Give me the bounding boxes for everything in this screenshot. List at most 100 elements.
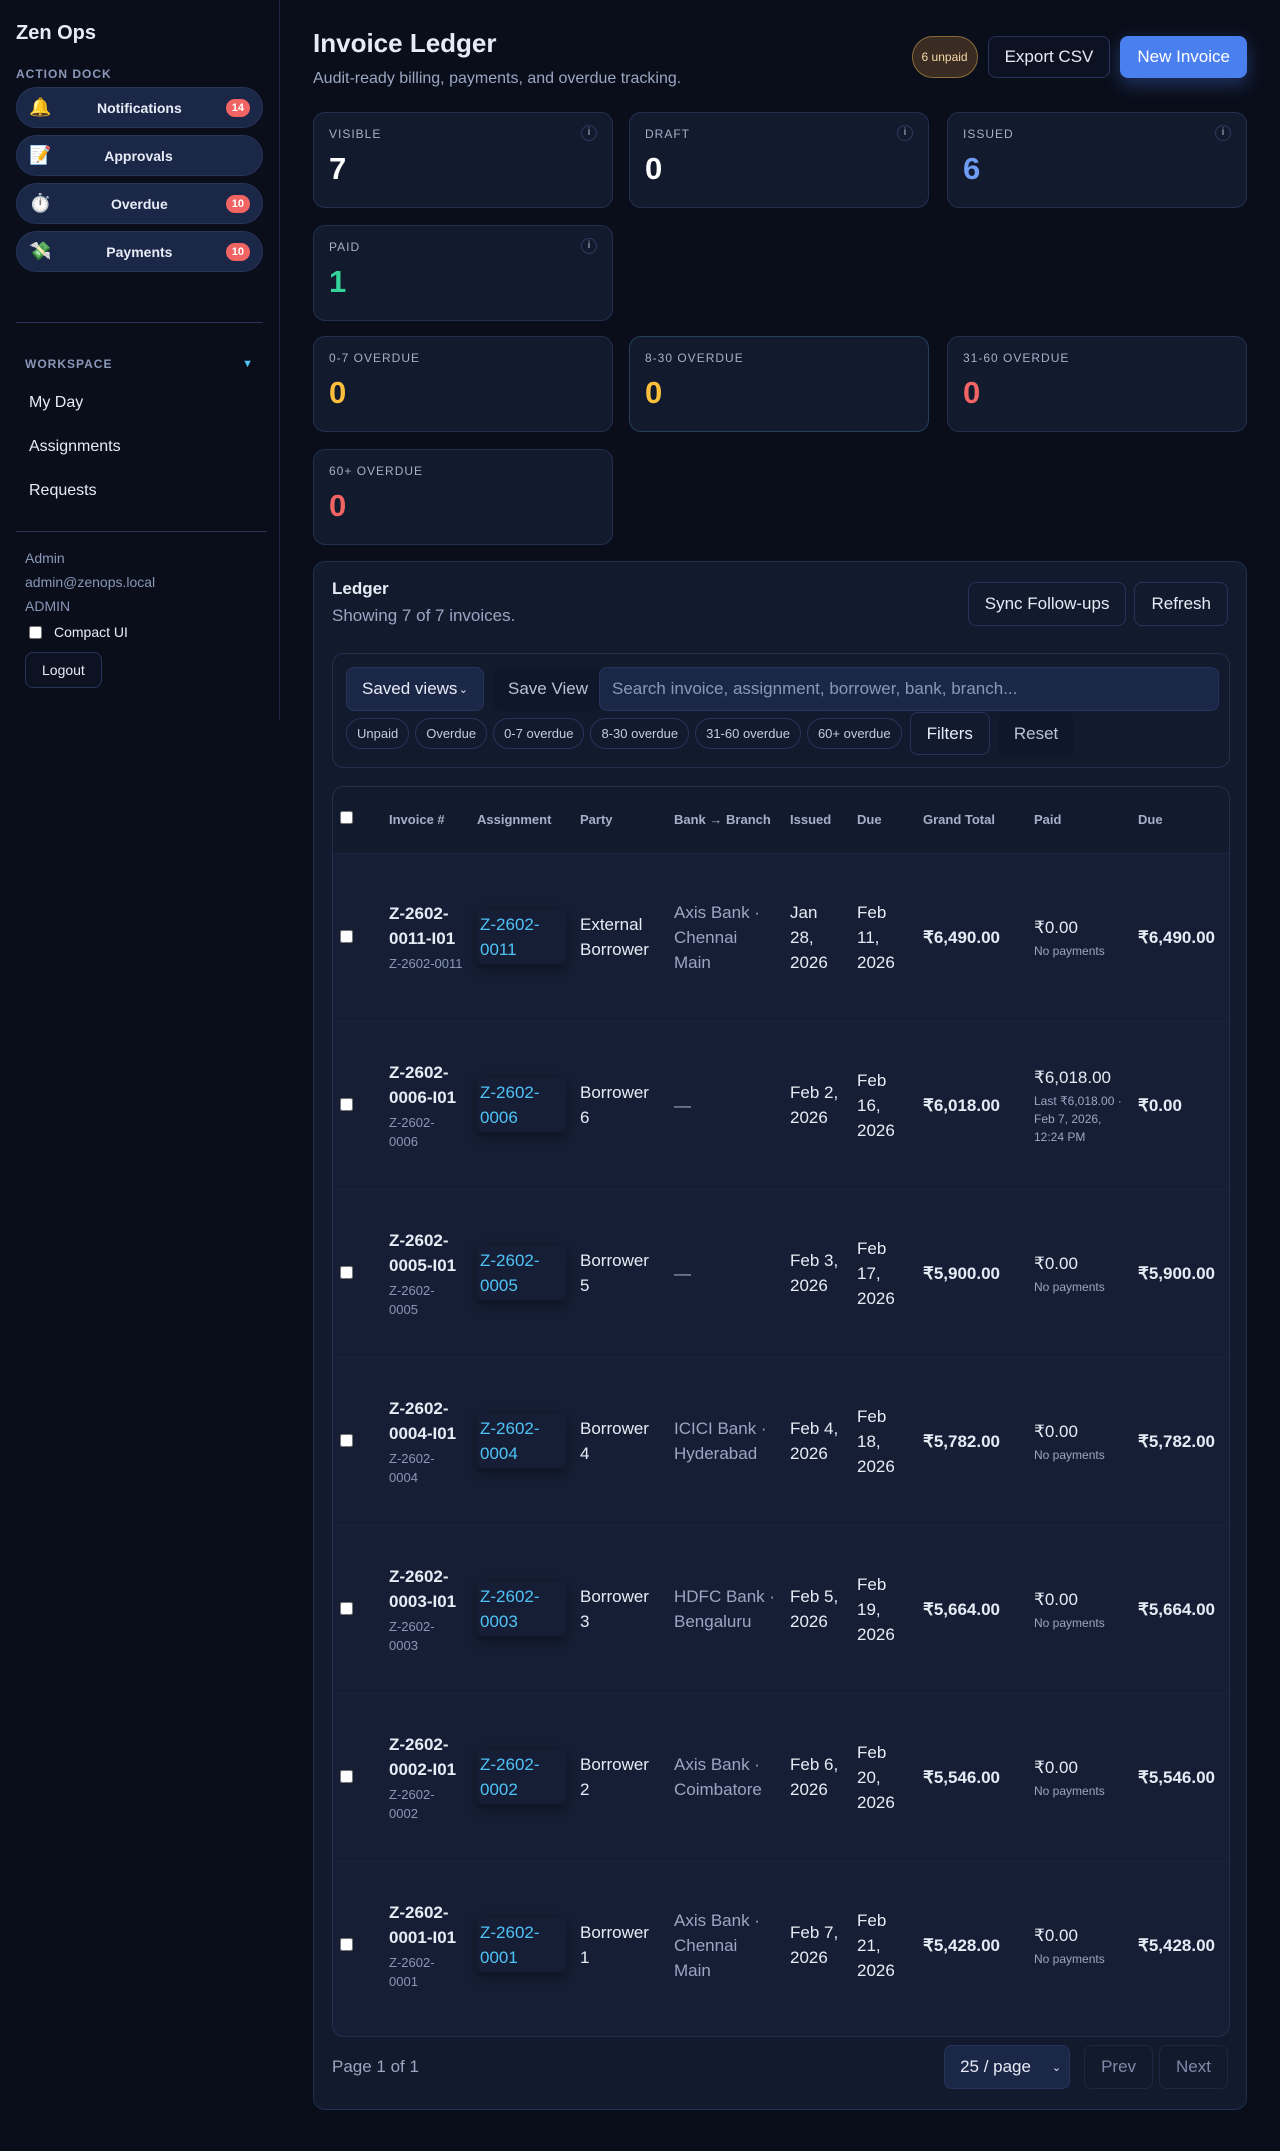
due-date-cell: Feb 21, 2026 xyxy=(850,1860,916,2029)
invoice-number[interactable]: Z-2602-0003-I01 xyxy=(389,1566,457,1611)
invoice-number[interactable]: Z-2602-0011-I01 xyxy=(389,904,456,948)
row-checkbox[interactable] xyxy=(340,1601,353,1615)
column-header[interactable]: Invoice # xyxy=(382,787,470,853)
row-checkbox[interactable] xyxy=(340,1937,353,1951)
table-row[interactable]: Z-2602-0004-I01 Z-2602-0004 Z-2602-0004 Bor… xyxy=(333,1356,1229,1525)
nav-requests[interactable]: Requests xyxy=(29,482,97,499)
assignment-link[interactable]: Z-2602-0006 xyxy=(477,1078,566,1132)
page-size-select[interactable]: 25 / page ⌄ xyxy=(944,2045,1071,2089)
ledger-panel: Ledger Showing 7 of 7 invoices. Sync Fol… xyxy=(313,561,1247,2110)
balance-due-cell: ₹5,900.00 xyxy=(1131,1188,1229,1357)
row-checkbox[interactable] xyxy=(340,1433,353,1447)
row-checkbox[interactable] xyxy=(340,1769,353,1783)
compact-ui-toggle[interactable]: Compact UI xyxy=(29,624,263,640)
row-select-cell xyxy=(333,1020,382,1189)
assignment-link[interactable]: Z-2602-0004 xyxy=(477,1414,566,1468)
column-header[interactable]: Party xyxy=(573,787,667,853)
action-dock: 🔔 Notifications 14 📝 Approvals ⏱️ Overdue 10 💸 Pa… xyxy=(16,87,263,272)
column-header[interactable]: Assignment xyxy=(470,787,573,853)
stat-value: 0 xyxy=(329,488,347,523)
assignment-link[interactable]: Z-2602-0005 xyxy=(477,1246,566,1300)
prev-page-button[interactable]: Prev xyxy=(1084,2045,1154,2089)
grand-total-cell: ₹6,018.00 xyxy=(916,1020,1027,1189)
filter-chip[interactable]: 0-7 overdue xyxy=(493,718,585,749)
row-checkbox[interactable] xyxy=(340,1097,353,1111)
user-role: ADMIN xyxy=(25,598,71,614)
assignment-link[interactable]: Z-2602-0001 xyxy=(477,1918,566,1972)
column-header[interactable]: Issued xyxy=(783,787,850,853)
dock-approvals[interactable]: 📝 Approvals xyxy=(16,135,263,176)
search-input[interactable] xyxy=(599,667,1219,711)
column-header[interactable]: Grand Total xyxy=(916,787,1027,853)
paid-cell: ₹0.00 No payments xyxy=(1027,1188,1131,1357)
balance-due-cell: ₹5,546.00 xyxy=(1131,1692,1229,1861)
row-checkbox[interactable] xyxy=(340,1265,353,1279)
new-invoice-button[interactable]: New Invoice xyxy=(1120,36,1247,78)
invoice-number[interactable]: Z-2602-0001-I01 xyxy=(389,1902,457,1947)
filter-chip[interactable]: 8-30 overdue xyxy=(590,718,690,749)
nav-assignments[interactable]: Assignments xyxy=(29,438,121,455)
info-icon[interactable]: i xyxy=(581,238,597,254)
invoice-number[interactable]: Z-2602-0004-I01 xyxy=(389,1398,457,1443)
assignment-cell: Z-2602-0002 xyxy=(470,1692,573,1861)
dock-payments[interactable]: 💸 Payments 10 xyxy=(16,231,263,272)
next-page-button[interactable]: Next xyxy=(1159,2045,1228,2089)
save-view-button[interactable]: Save View xyxy=(493,667,604,711)
assignment-link[interactable]: Z-2602-0003 xyxy=(477,1582,566,1636)
party-cell: Borrower 2 xyxy=(573,1692,667,1861)
page-info: Page 1 of 1 xyxy=(332,2057,419,2076)
column-header[interactable]: Bank → Branch xyxy=(667,787,783,853)
invoice-number[interactable]: Z-2602-0002-I01 xyxy=(389,1734,457,1779)
stat-value: 0 xyxy=(645,151,663,186)
table-row[interactable]: Z-2602-0002-I01 Z-2602-0002 Z-2602-0002 Bor… xyxy=(333,1692,1229,1861)
invoice-number[interactable]: Z-2602-0006-I01 xyxy=(389,1062,457,1107)
info-icon[interactable]: i xyxy=(897,125,913,141)
select-all-checkbox[interactable] xyxy=(340,810,353,824)
dock-label: Notifications xyxy=(96,99,182,116)
info-icon[interactable]: i xyxy=(581,125,597,141)
paid-cell: ₹0.00 No payments xyxy=(1027,1860,1131,2029)
filter-chip[interactable]: 60+ overdue xyxy=(806,718,902,749)
refresh-button[interactable]: Refresh xyxy=(1134,582,1228,626)
bank-branch-cell: — xyxy=(667,1020,783,1189)
stat-label: 31-60 OVERDUE xyxy=(963,351,1070,365)
stat-label: DRAFT xyxy=(645,127,690,141)
workspace-toggle[interactable]: WORKSPACE ▼ xyxy=(25,357,253,371)
nav-my-day[interactable]: My Day xyxy=(29,394,84,411)
table-row[interactable]: Z-2602-0006-I01 Z-2602-0006 Z-2602-0006 Bor… xyxy=(333,1020,1229,1189)
reset-button[interactable]: Reset xyxy=(997,712,1075,755)
logout-button[interactable]: Logout xyxy=(25,652,102,688)
saved-views-select[interactable]: Saved views ⌄ xyxy=(346,667,484,711)
compact-ui-checkbox[interactable] xyxy=(29,625,42,639)
paid-cell: ₹0.00 No payments xyxy=(1027,1356,1131,1525)
brand-logo: Zen Ops xyxy=(16,22,97,44)
sync-follow-ups-button[interactable]: Sync Follow-ups xyxy=(967,582,1127,626)
row-checkbox[interactable] xyxy=(340,929,353,943)
table-row[interactable]: Z-2602-0011-I01 Z-2602-0011 Z-2602-0011 Ext… xyxy=(333,852,1229,1021)
column-header[interactable]: Due xyxy=(850,787,916,853)
column-header[interactable]: Paid xyxy=(1027,787,1131,853)
chevron-down-icon: ⌄ xyxy=(458,683,468,696)
stat-value: 0 xyxy=(963,375,981,410)
table-row[interactable]: Z-2602-0001-I01 Z-2602-0001 Z-2602-0001 Bor… xyxy=(333,1860,1229,2029)
export-csv-button[interactable]: Export CSV xyxy=(987,36,1111,78)
dock-notifications[interactable]: 🔔 Notifications 14 xyxy=(16,87,263,128)
bank-branch-cell: Axis Bank · Chennai Main xyxy=(667,1860,783,2029)
filters-button[interactable]: Filters xyxy=(909,712,990,755)
table-row[interactable]: Z-2602-0003-I01 Z-2602-0003 Z-2602-0003 Bor… xyxy=(333,1524,1229,1693)
table-row[interactable]: Z-2602-0005-I01 Z-2602-0005 Z-2602-0005 Bor… xyxy=(333,1188,1229,1357)
info-icon[interactable]: i xyxy=(1215,125,1231,141)
invoice-cell: Z-2602-0002-I01 Z-2602-0002 xyxy=(382,1692,470,1861)
filter-chip[interactable]: 31-60 overdue xyxy=(695,718,801,749)
invoice-number[interactable]: Z-2602-0005-I01 xyxy=(389,1230,457,1275)
filter-chip[interactable]: Unpaid xyxy=(346,718,410,749)
party-cell: Borrower 4 xyxy=(573,1356,667,1525)
filter-chip[interactable]: Overdue xyxy=(415,718,488,749)
paid-amount: ₹0.00 xyxy=(1034,1925,1078,1945)
grand-total-cell: ₹5,664.00 xyxy=(916,1524,1027,1693)
assignment-link[interactable]: Z-2602-0002 xyxy=(477,1750,566,1804)
assignment-link[interactable]: Z-2602-0011 xyxy=(477,910,566,964)
column-header[interactable]: Due xyxy=(1131,787,1229,853)
dock-overdue[interactable]: ⏱️ Overdue 10 xyxy=(16,183,263,224)
paid-note: No payments xyxy=(1034,1279,1105,1294)
